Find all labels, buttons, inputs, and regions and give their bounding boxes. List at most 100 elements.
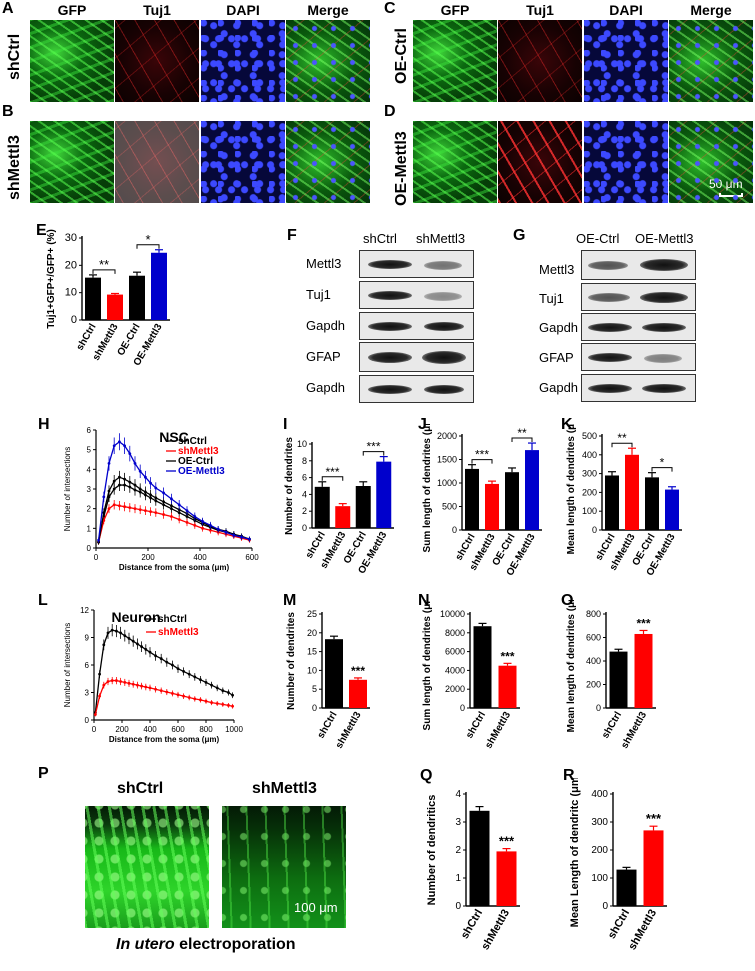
data-point — [162, 513, 165, 516]
data-point — [115, 629, 118, 633]
data-point — [119, 631, 122, 635]
cortex-image-shmettl3: 100 μm — [222, 806, 346, 928]
panel-p-left-title: shCtrl — [117, 780, 164, 797]
panel-p-right-title: shMettl3 — [252, 780, 317, 797]
data-point — [176, 693, 180, 697]
data-point — [199, 678, 202, 682]
chart-e: 0102030shCtrlshMettl3OE-CtrlOE-Mettl3***… — [46, 229, 170, 368]
row-label-oectrl: OE-Ctrl — [393, 28, 410, 84]
y-tick-label: 1000 — [437, 478, 457, 488]
data-point — [102, 683, 106, 687]
y-axis-label: Number of dendrites — [284, 437, 295, 535]
significance-bracket — [362, 451, 385, 456]
x-tick-label: shCtrl — [316, 710, 340, 741]
data-point — [224, 530, 228, 534]
y-tick-label: 0 — [592, 525, 597, 535]
data-point — [227, 703, 230, 707]
data-point — [171, 663, 174, 667]
data-point — [133, 507, 137, 511]
panel-label-q: Q — [420, 767, 433, 784]
y-tick-label: 25 — [307, 609, 317, 619]
x-tick-label: 0 — [94, 553, 99, 562]
data-point — [131, 639, 135, 643]
data-point — [127, 637, 131, 640]
significance-bracket — [611, 442, 633, 448]
blot-g-condition-1: OE-Ctrl — [576, 231, 620, 246]
data-point — [170, 504, 173, 508]
bar-shMettl3 — [643, 830, 664, 906]
scalebar-label-p: 100 μm — [294, 900, 338, 915]
chart-title: Neuron — [112, 609, 161, 625]
data-point — [159, 689, 163, 693]
x-axis-label: Distance from the soma (μm) — [109, 735, 220, 744]
y-tick-label: 3 — [455, 817, 461, 828]
data-point — [204, 681, 208, 684]
significance-bracket — [511, 437, 533, 443]
x-tick-label: 400 — [143, 725, 157, 734]
x-tick-label: shCtrl — [464, 710, 488, 741]
data-point — [140, 645, 143, 649]
column-label-tuj1: Tuj1 — [526, 2, 554, 18]
data-point — [128, 506, 132, 510]
blot-g-protein-1: Mettl3 — [539, 262, 575, 277]
significance-label: *** — [636, 616, 650, 630]
panel-label-a: A — [2, 0, 14, 17]
data-point — [209, 523, 212, 527]
y-tick-label: 1500 — [437, 455, 457, 465]
y-tick-label: 0 — [460, 703, 465, 713]
significance-bracket — [136, 244, 160, 249]
micrograph-tuj1-shmettl3 — [115, 121, 199, 203]
x-tick-label: 200 — [141, 553, 155, 562]
row-label-oemettl3: OE-Mettl3 — [393, 131, 410, 206]
y-tick-label: 0 — [596, 703, 601, 713]
data-point — [162, 500, 165, 504]
x-tick-label: 600 — [245, 553, 259, 562]
scalebar — [719, 193, 743, 197]
data-point — [128, 480, 132, 484]
data-point — [154, 511, 158, 514]
data-point — [221, 689, 225, 693]
data-point — [231, 693, 235, 697]
y-axis-label: Mean length of dendrites (μm) — [566, 600, 577, 732]
data-point — [102, 511, 106, 514]
data-point — [112, 444, 116, 448]
y-tick-label: 1 — [455, 873, 461, 884]
data-point — [165, 690, 169, 694]
data-point — [185, 509, 189, 513]
y-tick-label: 1 — [87, 524, 92, 533]
data-point — [209, 528, 212, 532]
data-point — [231, 704, 235, 708]
x-tick-label: shCtrl — [459, 908, 485, 942]
data-point — [144, 648, 148, 651]
y-tick-label: 10 — [307, 665, 317, 675]
data-point — [102, 643, 106, 647]
y-tick-label: 0 — [302, 523, 307, 533]
panel-label-r: R — [563, 767, 575, 784]
data-point — [123, 477, 126, 481]
y-tick-label: 800 — [586, 609, 601, 619]
data-point — [102, 495, 106, 499]
bar-shMettl3 — [349, 679, 367, 708]
bar-shMettl3 — [107, 294, 123, 320]
series-line-shCtrl — [94, 629, 233, 713]
data-point — [107, 462, 111, 465]
column-label-gfp: GFP — [440, 2, 470, 18]
y-tick-label: 20 — [65, 259, 77, 271]
data-point — [170, 497, 173, 501]
blot-g-condition-2: OE-Mettl3 — [635, 231, 694, 246]
y-tick-label: 2000 — [445, 684, 465, 694]
panel-label-k: K — [561, 416, 573, 433]
data-point — [215, 702, 219, 705]
micrograph-dapi-shmettl3 — [201, 121, 285, 203]
blot-g-tuj1 — [581, 283, 696, 311]
data-point — [123, 634, 127, 638]
data-point — [221, 703, 225, 706]
significance-label: *** — [366, 440, 380, 454]
data-point — [154, 496, 158, 500]
y-tick-label: 0 — [85, 716, 90, 725]
data-point — [232, 533, 236, 537]
panel-label-h: H — [38, 416, 50, 433]
data-point — [240, 535, 244, 539]
data-point — [97, 538, 100, 542]
panel-label-b: B — [2, 103, 14, 120]
